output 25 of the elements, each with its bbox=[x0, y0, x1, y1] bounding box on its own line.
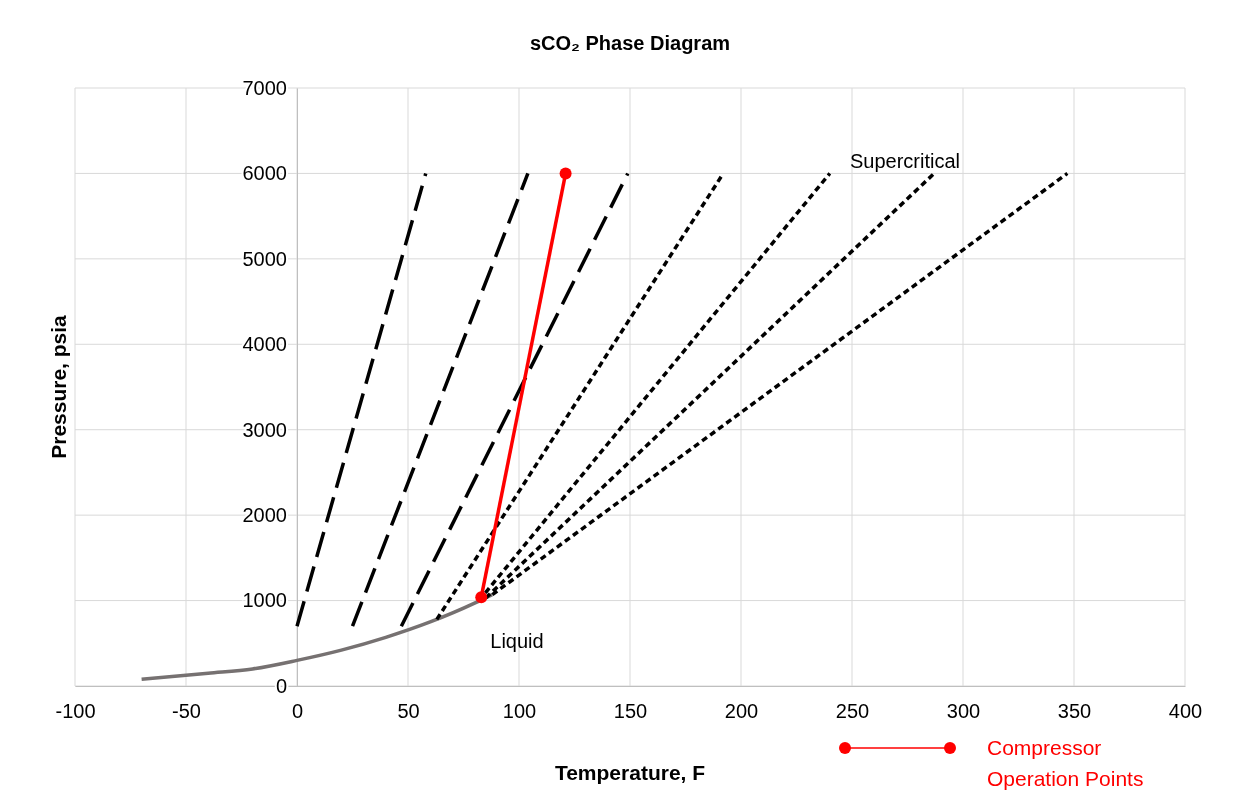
x-tick-label: 350 bbox=[1057, 700, 1092, 723]
x-tick-label: 150 bbox=[613, 700, 648, 723]
x-tick-label: 400 bbox=[1168, 700, 1203, 723]
x-tick-label: 200 bbox=[724, 700, 759, 723]
x-axis-title: Temperature, F bbox=[554, 761, 706, 784]
chart-title: sCO₂ Phase Diagram bbox=[529, 32, 731, 54]
x-tick-label: 250 bbox=[835, 700, 870, 723]
y-tick-label: 5000 bbox=[242, 247, 287, 270]
x-tick-label: 0 bbox=[291, 700, 304, 723]
y-tick-label: 0 bbox=[275, 674, 287, 697]
y-tick-label: 1000 bbox=[242, 589, 287, 612]
x-tick-label: 300 bbox=[946, 700, 981, 723]
legend-label: Compressor Operation Points bbox=[987, 736, 1144, 790]
y-tick-label: 2000 bbox=[242, 504, 287, 527]
y-tick-label: 3000 bbox=[242, 418, 287, 441]
y-tick-label: 6000 bbox=[242, 162, 287, 185]
x-tick-label: -100 bbox=[55, 700, 96, 723]
y-tick-label: 4000 bbox=[242, 333, 287, 356]
x-tick-label: -50 bbox=[172, 700, 201, 723]
annotation: Liquid bbox=[490, 630, 544, 652]
x-tick-label: 50 bbox=[397, 700, 420, 723]
annotation: Supercritical bbox=[849, 150, 961, 172]
y-axis-title: Pressure, psia bbox=[47, 314, 70, 459]
y-tick-label: 7000 bbox=[242, 76, 287, 99]
x-tick-label: 100 bbox=[502, 700, 537, 723]
